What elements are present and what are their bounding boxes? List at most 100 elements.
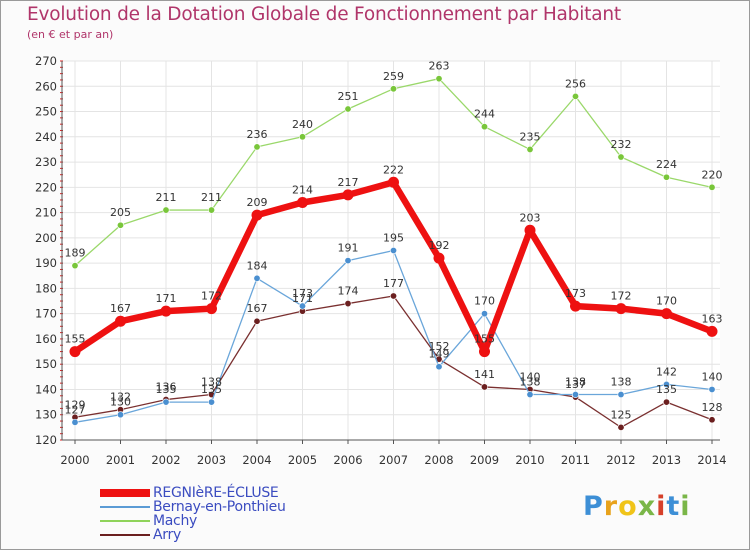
data-point-machy xyxy=(708,183,716,191)
data-label-arry: 129 xyxy=(65,398,86,411)
data-label-regnie-re-e-cluse: 155 xyxy=(474,333,495,346)
legend-swatch xyxy=(100,489,150,497)
y-tick-label: 130 xyxy=(35,408,57,422)
data-point-arry xyxy=(344,300,352,308)
data-point-regnie-re-e-cluse xyxy=(388,176,399,188)
legend-label: Arry xyxy=(153,527,181,543)
data-point-regnie-re-e-cluse xyxy=(524,224,536,236)
y-tick-label: 210 xyxy=(35,206,57,220)
x-tick-label: 2006 xyxy=(333,453,362,467)
y-tick-label: 160 xyxy=(35,332,57,346)
x-tick-label: 2007 xyxy=(379,453,408,467)
y-tick-label: 260 xyxy=(35,79,57,93)
x-tick-label: 2011 xyxy=(561,453,590,467)
data-label-arry: 137 xyxy=(565,378,586,391)
data-point-bernay-en-ponthieu xyxy=(435,363,443,371)
data-label-bernay-en-ponthieu: 130 xyxy=(110,396,131,409)
data-point-regnie-re-e-cluse xyxy=(661,308,672,320)
data-label-arry: 136 xyxy=(156,381,177,394)
legend-swatch xyxy=(100,520,150,522)
data-label-regnie-re-e-cluse: 214 xyxy=(292,183,313,196)
chart-title: Evolution de la Dotation Globale de Fonc… xyxy=(27,4,621,25)
y-tick-label: 170 xyxy=(35,307,57,321)
data-point-machy xyxy=(298,133,306,141)
data-label-regnie-re-e-cluse: 209 xyxy=(247,196,268,209)
data-point-regnie-re-e-cluse xyxy=(433,252,445,264)
data-label-bernay-en-ponthieu: 170 xyxy=(474,295,495,308)
x-tick-label: 2004 xyxy=(242,453,271,467)
data-point-arry xyxy=(389,292,397,300)
y-tick-label: 150 xyxy=(35,357,57,371)
y-tick-label: 200 xyxy=(35,231,57,245)
data-label-bernay-en-ponthieu: 138 xyxy=(520,376,541,389)
data-label-bernay-en-ponthieu: 184 xyxy=(247,259,268,272)
data-point-bernay-en-ponthieu xyxy=(344,257,352,265)
data-label-regnie-re-e-cluse: 173 xyxy=(565,287,586,300)
data-label-arry: 152 xyxy=(429,340,450,353)
data-label-regnie-re-e-cluse: 222 xyxy=(383,163,404,176)
data-label-machy: 211 xyxy=(201,191,222,204)
data-point-regnie-re-e-cluse xyxy=(615,303,627,315)
data-point-regnie-re-e-cluse xyxy=(706,325,718,337)
data-label-machy: 224 xyxy=(656,158,677,171)
logo-letter: P xyxy=(583,491,604,522)
data-label-bernay-en-ponthieu: 191 xyxy=(338,242,359,255)
x-tick-label: 2008 xyxy=(424,453,453,467)
data-label-machy: 240 xyxy=(292,118,313,131)
data-point-arry xyxy=(708,416,716,424)
data-label-machy: 236 xyxy=(247,128,268,141)
data-point-regnie-re-e-cluse xyxy=(297,196,308,208)
data-label-arry: 174 xyxy=(338,285,359,298)
y-tick-label: 220 xyxy=(35,180,57,194)
data-label-machy: 256 xyxy=(565,77,586,90)
data-point-bernay-en-ponthieu xyxy=(389,247,397,255)
y-tick-label: 250 xyxy=(35,105,57,119)
data-label-arry: 128 xyxy=(702,401,723,414)
chart-subtitle: (en € et par an) xyxy=(27,28,114,41)
data-point-bernay-en-ponthieu xyxy=(253,274,261,282)
x-tick-label: 2002 xyxy=(151,453,180,467)
data-label-arry: 140 xyxy=(520,370,541,383)
data-point-machy xyxy=(526,145,534,153)
data-point-machy xyxy=(208,206,216,214)
legend-label: Bernay-en-Ponthieu xyxy=(153,499,286,515)
data-label-machy: 211 xyxy=(156,191,177,204)
y-tick-label: 140 xyxy=(35,382,57,396)
data-point-regnie-re-e-cluse xyxy=(342,189,354,201)
data-point-regnie-re-e-cluse xyxy=(570,300,581,312)
y-tick-label: 240 xyxy=(35,130,57,144)
x-tick-label: 2010 xyxy=(515,453,544,467)
data-label-regnie-re-e-cluse: 192 xyxy=(429,239,450,252)
data-label-arry: 177 xyxy=(383,277,404,290)
data-label-regnie-re-e-cluse: 170 xyxy=(656,295,677,308)
data-point-machy xyxy=(617,153,625,161)
data-point-bernay-en-ponthieu xyxy=(571,391,579,399)
data-point-regnie-re-e-cluse xyxy=(115,315,126,327)
data-label-machy: 189 xyxy=(65,247,86,260)
data-point-bernay-en-ponthieu xyxy=(617,391,625,399)
x-tick-label: 2013 xyxy=(652,453,681,467)
data-point-bernay-en-ponthieu xyxy=(708,385,716,393)
data-point-regnie-re-e-cluse xyxy=(69,346,81,358)
data-label-regnie-re-e-cluse: 203 xyxy=(520,211,541,224)
x-tick-label: 2000 xyxy=(60,453,89,467)
data-point-arry xyxy=(662,398,670,406)
data-label-regnie-re-e-cluse: 172 xyxy=(201,290,222,303)
data-point-regnie-re-e-cluse xyxy=(206,303,217,315)
logo-letter: i xyxy=(680,491,691,522)
data-point-machy xyxy=(480,123,488,131)
data-label-bernay-en-ponthieu: 135 xyxy=(156,383,177,396)
data-point-machy xyxy=(117,221,125,229)
data-point-machy xyxy=(389,85,397,93)
data-label-arry: 132 xyxy=(110,391,131,404)
data-label-machy: 259 xyxy=(383,70,404,83)
x-tick-label: 2012 xyxy=(606,453,635,467)
y-tick-label: 120 xyxy=(35,433,57,447)
data-label-regnie-re-e-cluse: 167 xyxy=(110,302,131,315)
data-point-machy xyxy=(344,105,352,113)
x-tick-label: 2009 xyxy=(470,453,499,467)
data-label-regnie-re-e-cluse: 172 xyxy=(611,290,632,303)
data-point-arry xyxy=(617,423,625,431)
x-tick-label: 2001 xyxy=(106,453,135,467)
